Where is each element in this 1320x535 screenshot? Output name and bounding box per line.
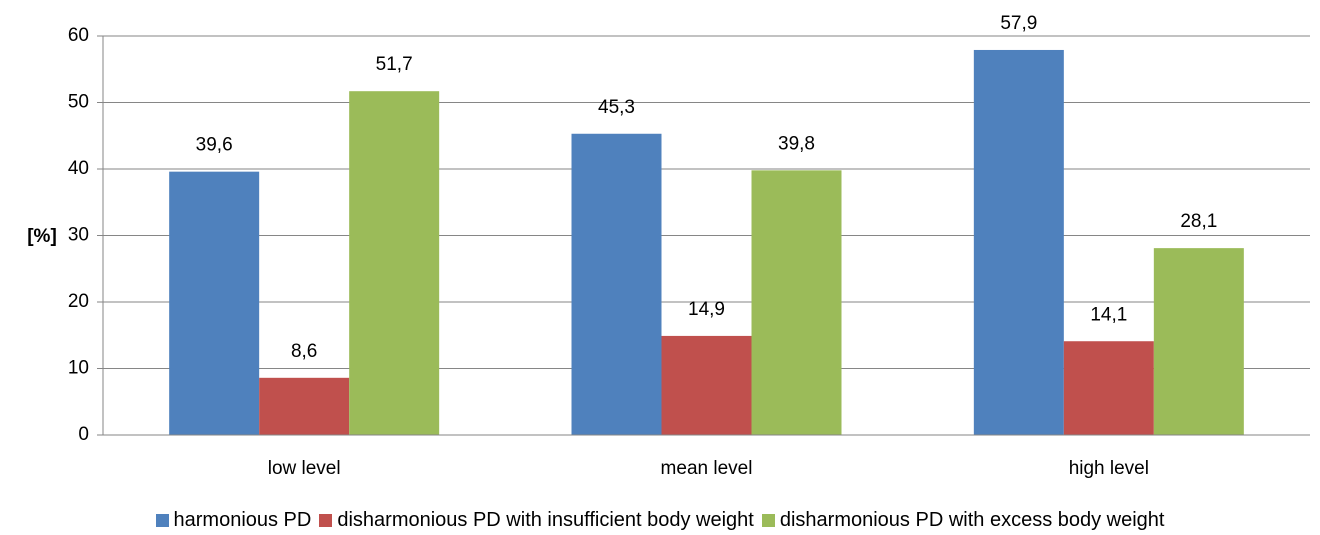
bar bbox=[169, 171, 260, 435]
bar bbox=[259, 377, 350, 435]
y-tick-label: 50 bbox=[68, 92, 89, 113]
value-label: 39,6 bbox=[196, 135, 233, 156]
value-label: 51,7 bbox=[376, 54, 413, 75]
y-tick-label: 10 bbox=[68, 358, 89, 379]
x-tick-label: low level bbox=[268, 458, 341, 479]
bar bbox=[661, 335, 752, 435]
x-tick-label: high level bbox=[1069, 458, 1149, 479]
bar bbox=[1153, 248, 1244, 435]
legend-item: harmonious PD bbox=[155, 509, 312, 532]
y-tick-label: 60 bbox=[68, 25, 89, 46]
bar bbox=[1063, 341, 1154, 435]
value-label: 14,9 bbox=[688, 299, 725, 320]
value-label: 39,8 bbox=[778, 133, 815, 154]
bar bbox=[973, 49, 1064, 436]
value-label: 14,1 bbox=[1090, 304, 1127, 325]
y-tick-label: 40 bbox=[68, 158, 89, 179]
legend-swatch bbox=[155, 514, 169, 527]
value-label: 8,6 bbox=[291, 341, 317, 362]
value-label: 45,3 bbox=[598, 97, 635, 118]
chart: [%] 0 10 20 30 40 50 60 low level 39,6 8,6 51,7 mea… bbox=[27, 13, 1310, 479]
x-tick-label: mean level bbox=[661, 458, 753, 479]
y-tick-label: 20 bbox=[68, 291, 89, 312]
y-tick-label: 0 bbox=[78, 424, 89, 445]
bar bbox=[751, 170, 842, 435]
value-label: 57,9 bbox=[1000, 13, 1037, 34]
legend-item: disharmonious PD with excess body weight bbox=[761, 509, 1165, 532]
value-label: 28,1 bbox=[1180, 211, 1217, 232]
bar bbox=[571, 133, 662, 435]
legend: harmonious PD disharmonious PD with insuf… bbox=[0, 509, 1320, 532]
y-tick-label: 30 bbox=[68, 225, 89, 246]
legend-label: harmonious PD bbox=[173, 509, 312, 531]
y-axis-label: [%] bbox=[27, 226, 57, 247]
legend-swatch bbox=[319, 514, 333, 527]
bar bbox=[349, 91, 440, 435]
legend-item: disharmonious PD with insufficient body … bbox=[319, 509, 754, 532]
legend-swatch bbox=[761, 514, 775, 527]
legend-label: disharmonious PD with excess body weight bbox=[779, 509, 1165, 531]
legend-label: disharmonious PD with insufficient body … bbox=[337, 509, 754, 531]
